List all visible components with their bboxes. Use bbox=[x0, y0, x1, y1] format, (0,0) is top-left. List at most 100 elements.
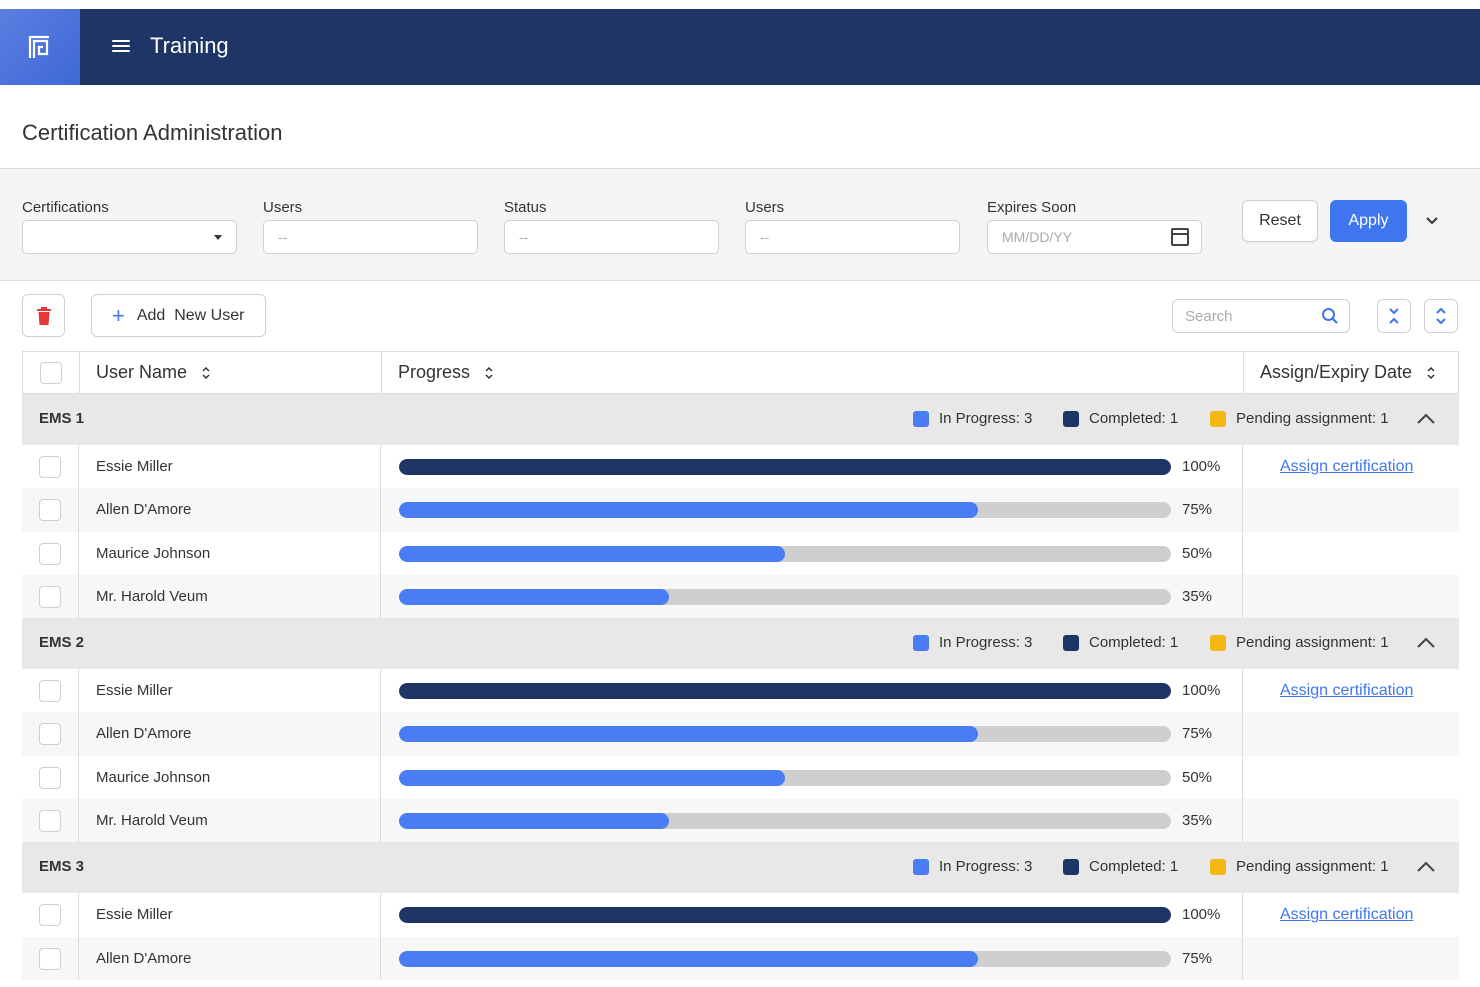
filter-users-2: Users -- bbox=[745, 199, 960, 254]
filter-expires-soon: Expires Soon MM/DD/YY bbox=[987, 199, 1202, 254]
progress-fill bbox=[399, 950, 978, 967]
progress-percent: 50% bbox=[1182, 544, 1213, 562]
sort-icon bbox=[1427, 366, 1435, 379]
column-divider bbox=[380, 893, 381, 937]
app-title: Training bbox=[150, 33, 229, 58]
column-divider bbox=[78, 712, 79, 756]
legend-swatch bbox=[913, 410, 929, 427]
progress-bar bbox=[399, 950, 1171, 967]
progress-fill bbox=[399, 813, 670, 830]
row-checkbox[interactable] bbox=[39, 810, 61, 833]
row-checkbox[interactable] bbox=[39, 947, 61, 970]
legend-in-progress: In Progress: 3 bbox=[913, 410, 1032, 427]
apply-button[interactable]: Apply bbox=[1330, 200, 1407, 242]
sort-icon bbox=[485, 366, 493, 379]
row-checkbox[interactable] bbox=[39, 499, 61, 522]
progress-bar bbox=[399, 545, 1171, 562]
column-assign-expiry[interactable]: Assign/Expiry Date bbox=[1260, 352, 1436, 393]
group-name: EMS 2 bbox=[39, 634, 85, 652]
reset-button[interactable]: Reset bbox=[1242, 200, 1318, 242]
search-input[interactable]: Search bbox=[1172, 299, 1350, 333]
table-row: Essie Miller 100% Assign certification bbox=[22, 893, 1459, 937]
column-divider bbox=[380, 445, 381, 489]
row-checkbox[interactable] bbox=[39, 680, 61, 703]
progress-fill bbox=[399, 588, 670, 605]
column-divider bbox=[78, 893, 79, 937]
legend-in-progress: In Progress: 3 bbox=[913, 858, 1032, 875]
filter-certifications: Certifications bbox=[22, 199, 237, 254]
certifications-select[interactable] bbox=[22, 220, 237, 254]
legend-swatch bbox=[1063, 410, 1079, 427]
legend-pending: Pending assignment: 1 bbox=[1210, 410, 1389, 427]
row-checkbox[interactable] bbox=[39, 766, 61, 789]
group-header[interactable]: EMS 2 In Progress: 3 Completed: 1 Pending a… bbox=[22, 618, 1459, 670]
column-divider bbox=[78, 755, 79, 800]
group-header[interactable]: EMS 3 In Progress: 3 Completed: 1 Pending a… bbox=[22, 842, 1459, 894]
column-divider bbox=[78, 445, 79, 489]
assign-certification-link[interactable]: Assign certification bbox=[1280, 906, 1414, 924]
collapse-all-icon bbox=[1389, 308, 1399, 324]
group-name: EMS 3 bbox=[39, 858, 85, 876]
column-divider bbox=[380, 799, 381, 843]
add-new-user-button[interactable]: + Add New User bbox=[91, 294, 266, 337]
collapse-all-button[interactable] bbox=[1377, 299, 1411, 333]
users-field[interactable]: -- bbox=[263, 220, 478, 254]
select-all-checkbox-cell bbox=[40, 352, 62, 393]
expand-all-button[interactable] bbox=[1424, 299, 1458, 333]
legend-swatch bbox=[1210, 858, 1226, 875]
assign-certification-link[interactable]: Assign certification bbox=[1280, 458, 1414, 475]
filter-label: Expires Soon bbox=[987, 199, 1077, 216]
column-divider bbox=[78, 799, 79, 843]
legend-swatch bbox=[913, 634, 929, 651]
legend-swatch bbox=[913, 858, 929, 875]
row-checkbox[interactable] bbox=[39, 723, 61, 746]
assign-certification-link[interactable]: Assign certification bbox=[1280, 682, 1414, 700]
column-divider bbox=[1242, 799, 1243, 843]
chevron-up-icon[interactable] bbox=[1416, 412, 1436, 426]
progress-bar bbox=[399, 459, 1171, 475]
column-divider bbox=[380, 755, 381, 800]
user-name: Mr. Harold Veum bbox=[96, 587, 208, 605]
chevron-up-icon[interactable] bbox=[1416, 860, 1436, 874]
chevron-up-icon[interactable] bbox=[1416, 636, 1436, 650]
delete-button[interactable] bbox=[22, 294, 65, 337]
column-divider bbox=[1242, 755, 1243, 800]
app-logo[interactable] bbox=[0, 9, 80, 85]
legend-text: In Progress: 3 bbox=[939, 858, 1033, 876]
legend-pending: Pending assignment: 1 bbox=[1210, 858, 1389, 875]
user-name: Maurice Johnson bbox=[96, 544, 211, 562]
column-user-name[interactable]: User Name bbox=[96, 352, 211, 393]
table-row: Essie Miller 100% Assign certification bbox=[22, 445, 1459, 489]
filter-label: Users bbox=[263, 199, 303, 216]
chevron-down-icon[interactable] bbox=[1424, 213, 1440, 229]
row-checkbox[interactable] bbox=[39, 456, 61, 478]
column-divider bbox=[78, 488, 79, 532]
select-all-checkbox[interactable] bbox=[40, 361, 62, 384]
row-checkbox[interactable] bbox=[39, 904, 61, 927]
legend-text: Completed: 1 bbox=[1089, 858, 1179, 876]
progress-percent: 75% bbox=[1182, 725, 1213, 743]
legend-text: Pending assignment: 1 bbox=[1236, 634, 1389, 652]
progress-bar bbox=[399, 726, 1171, 743]
legend-text: Completed: 1 bbox=[1089, 634, 1179, 652]
hamburger-menu-icon[interactable] bbox=[112, 37, 134, 57]
calendar-icon[interactable] bbox=[1171, 228, 1189, 246]
progress-fill bbox=[399, 502, 978, 519]
progress-fill bbox=[399, 683, 1171, 700]
row-checkbox[interactable] bbox=[39, 542, 61, 565]
expires-date-field[interactable]: MM/DD/YY bbox=[987, 220, 1202, 254]
legend-text: In Progress: 3 bbox=[939, 410, 1033, 427]
column-label: Assign/Expiry Date bbox=[1260, 362, 1413, 382]
users-field-2[interactable]: -- bbox=[745, 220, 960, 254]
column-divider bbox=[78, 531, 79, 575]
search-icon[interactable] bbox=[1321, 307, 1339, 325]
legend-text: Completed: 1 bbox=[1089, 410, 1179, 427]
column-label: Progress bbox=[398, 362, 471, 382]
filter-users: Users -- bbox=[263, 199, 478, 254]
progress-percent: 75% bbox=[1182, 949, 1213, 967]
users-table: User Name Progress Assign/Expiry Date EM… bbox=[22, 351, 1459, 980]
row-checkbox[interactable] bbox=[39, 585, 61, 608]
status-field[interactable]: -- bbox=[504, 220, 719, 254]
group-header[interactable]: EMS 1 In Progress: 3 Completed: 1 Pending a… bbox=[22, 394, 1459, 445]
column-progress[interactable]: Progress bbox=[398, 352, 494, 393]
